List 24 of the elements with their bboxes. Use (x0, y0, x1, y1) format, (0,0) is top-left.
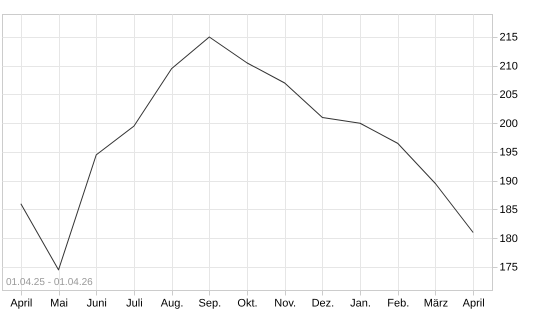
y-tick-label: 215 (500, 32, 518, 44)
x-tick-label: Aug. (160, 298, 184, 310)
x-tick-label: Mai (50, 298, 68, 310)
x-tick-label: Nov. (274, 298, 296, 310)
y-tick-label: 185 (500, 204, 518, 216)
x-tick-label: Jan. (350, 298, 371, 310)
y-tick-label: 190 (500, 175, 518, 188)
x-tick-label: März (424, 298, 448, 310)
y-tick-label: 200 (500, 118, 518, 130)
y-tick-label: 195 (500, 146, 518, 158)
x-tick-label: Okt. (237, 298, 258, 310)
x-tick-label: Sep. (198, 298, 222, 310)
y-tick-label: 175 (500, 262, 518, 274)
x-tick-label: Juni (86, 298, 107, 310)
y-tick-label: 210 (500, 60, 518, 72)
x-tick-label: April (10, 298, 32, 310)
x-tick-label: Dez. (312, 298, 334, 310)
line-series (20, 36, 474, 270)
x-tick-label: April (462, 298, 485, 310)
y-tick-label: 180 (500, 232, 518, 245)
annotation: 01.04.25 - 01.04.26 (6, 277, 94, 288)
y-tick-label: 205 (500, 89, 518, 101)
x-tick-label: Juli (126, 298, 143, 310)
x-tick-label: Feb. (387, 298, 410, 310)
